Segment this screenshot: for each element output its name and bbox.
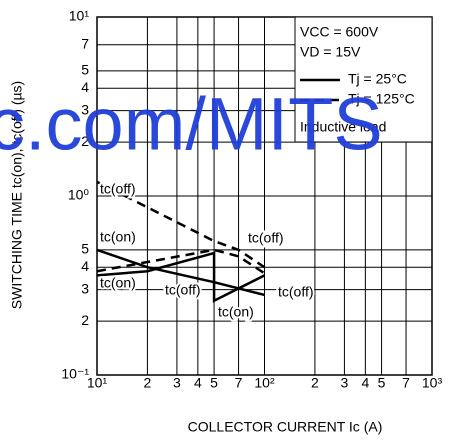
x-tick-label: 10³ [422, 375, 443, 391]
y-tick-label: 10¹ [69, 8, 90, 24]
y-tick-label: 4 [81, 258, 89, 274]
y-tick-label: 3 [81, 101, 89, 117]
y-tick-label: 10⁻¹ [61, 366, 89, 382]
curve-label: tc(off) [278, 284, 314, 300]
x-tick-label: 4 [194, 375, 202, 391]
series-line [96, 180, 266, 269]
y-tick-label: 4 [81, 79, 89, 95]
x-tick-label: 3 [173, 375, 181, 391]
y-tick-label: 2 [81, 133, 89, 149]
y-tick-label: 10⁰ [68, 187, 90, 203]
curve-label: tc(on) [100, 229, 136, 245]
condition: VD = 15V [300, 44, 361, 60]
x-tick-label: 7 [235, 375, 243, 391]
legend-label: Tj = 25°C [348, 71, 407, 87]
y-tick-label: 2 [81, 312, 89, 328]
y-tick-label: 5 [81, 241, 89, 257]
x-tick-label: 2 [311, 375, 319, 391]
x-axis-label: COLLECTOR CURRENT Ic (A) [188, 419, 383, 435]
y-axis-label: SWITCHING TIME tc(on), tc(off) (µs) [9, 81, 25, 309]
curve-label: tc(off) [165, 282, 201, 298]
y-tick-label: 5 [81, 62, 89, 78]
x-tick-label: 3 [341, 375, 349, 391]
plot-frame [96, 16, 433, 376]
x-tick-label: 2 [144, 375, 152, 391]
x-tick-label: 10¹ [87, 375, 108, 391]
x-tick-label: 5 [378, 375, 386, 391]
x-tick-label: 5 [210, 375, 218, 391]
curve-label: tc(off) [100, 181, 136, 197]
x-tick-label: 10² [254, 375, 275, 391]
y-tick-label: 3 [81, 280, 89, 296]
condition: Inductive load [300, 119, 386, 135]
curve-label: tc(on) [100, 275, 136, 291]
x-tick-label: 4 [361, 375, 369, 391]
watermark: c.com/MITS [0, 83, 383, 166]
curve-label: tc(off) [248, 230, 284, 246]
y-tick-label: 7 [81, 35, 89, 51]
x-tick-label: 7 [402, 375, 410, 391]
curve-label: tc(on) [218, 304, 254, 320]
series-line [96, 251, 266, 303]
condition: VCC = 600V [300, 24, 379, 40]
legend-label: Tj = 125°C [348, 91, 415, 107]
